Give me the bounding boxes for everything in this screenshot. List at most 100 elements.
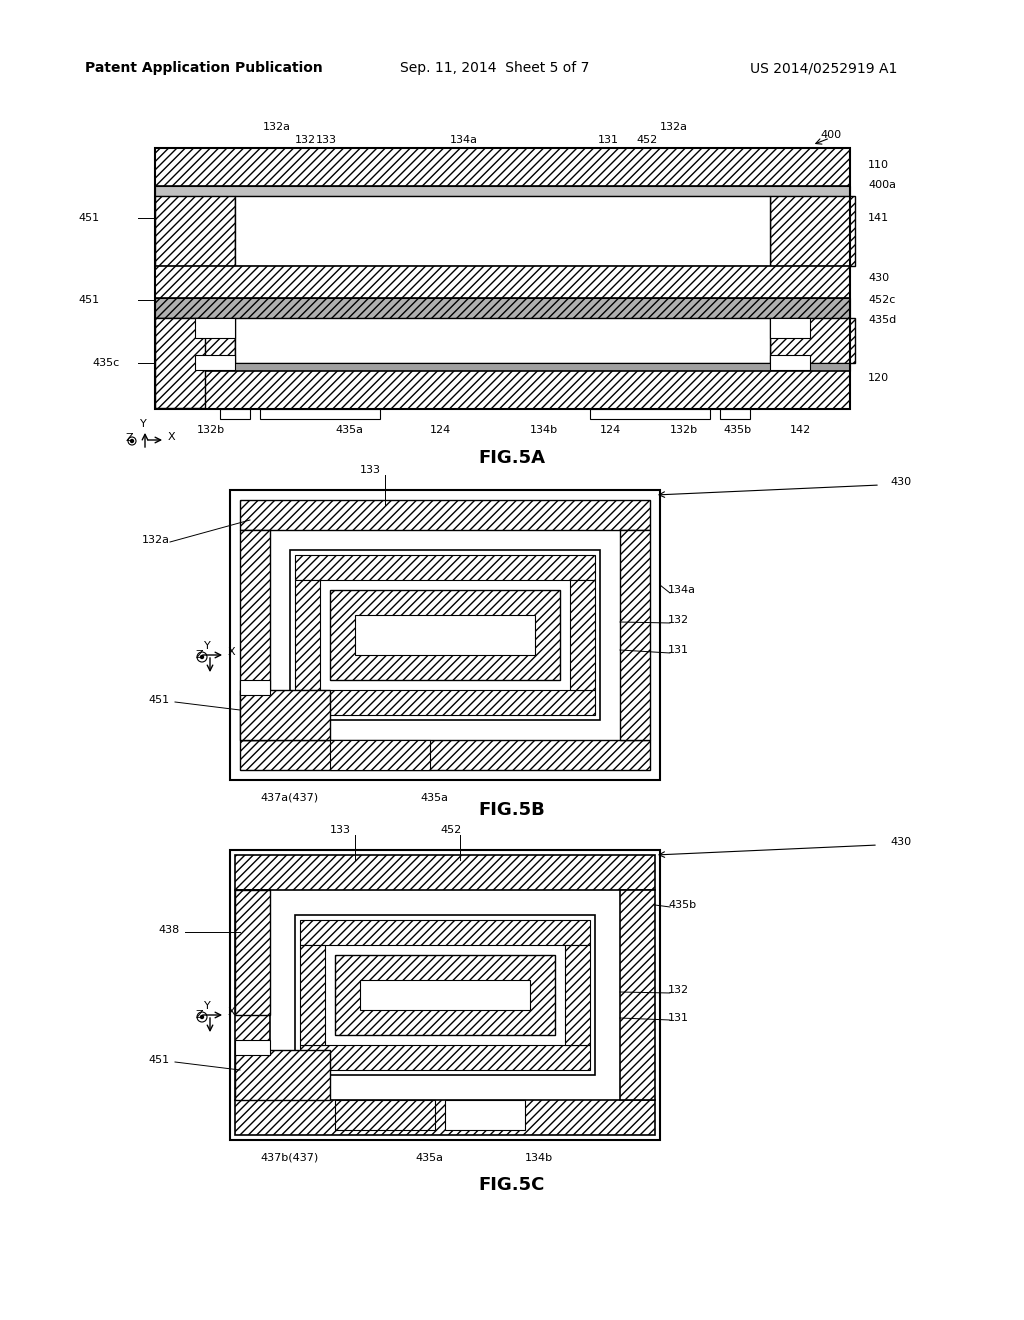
Text: 437a(437): 437a(437) [260,793,318,803]
Bar [195,318,234,338]
Bar [220,409,250,418]
Circle shape [201,656,204,659]
Bar [295,915,595,1074]
Text: 142: 142 [790,425,811,436]
Text: Y: Y [204,642,211,651]
Text: 134a: 134a [668,585,696,595]
Text: 400a: 400a [868,180,896,190]
Circle shape [130,440,133,442]
Text: 451: 451 [148,696,170,705]
Text: 132b: 132b [670,425,698,436]
Bar [240,741,650,770]
Bar [155,195,234,267]
Bar [240,500,650,531]
Text: 435b: 435b [668,900,696,909]
Text: 400: 400 [820,129,841,140]
Text: Sep. 11, 2014  Sheet 5 of 7: Sep. 11, 2014 Sheet 5 of 7 [400,61,590,75]
Text: 134b: 134b [530,425,558,436]
Text: 132a: 132a [142,535,170,545]
Bar [620,890,655,1100]
Bar [445,1100,525,1130]
Text: 435d: 435d [868,315,896,325]
Text: 124: 124 [600,425,622,436]
Text: X: X [228,647,236,657]
Bar [234,890,270,1100]
Bar [155,148,850,186]
Bar [234,1049,330,1100]
Text: 132b: 132b [197,425,225,436]
Text: 131: 131 [598,135,618,145]
Bar [240,680,270,696]
Bar [720,409,750,418]
Bar [155,186,850,195]
Text: Z: Z [195,649,203,660]
Bar [155,148,850,409]
Text: Y: Y [140,418,146,429]
Bar [290,550,600,719]
Text: 451: 451 [79,294,100,305]
Text: 141: 141 [868,213,889,223]
Text: 131: 131 [668,1012,689,1023]
Bar [234,1100,655,1135]
Text: 133: 133 [330,825,351,836]
Text: 435a: 435a [335,425,362,436]
Text: 452c: 452c [868,294,895,305]
Text: FIG.5B: FIG.5B [478,801,546,818]
Bar [240,531,270,741]
Bar [770,318,810,338]
Text: 451: 451 [148,1055,170,1065]
Text: 132: 132 [295,135,316,145]
Text: 134b: 134b [525,1152,553,1163]
Text: FIG.5A: FIG.5A [478,449,546,467]
Text: 451: 451 [79,213,100,223]
Circle shape [201,1015,204,1019]
Bar [565,945,590,1045]
Text: X: X [168,432,176,442]
Text: Patent Application Publication: Patent Application Publication [85,61,323,75]
Text: FIG.5C: FIG.5C [479,1176,545,1195]
Bar [155,318,205,408]
Bar [230,850,660,1140]
Text: 452: 452 [440,825,461,836]
Bar [155,318,234,363]
Bar [155,298,850,318]
Bar [234,890,270,1015]
Bar [590,409,710,418]
Bar [230,490,660,780]
Bar [300,920,590,945]
Text: 430: 430 [890,477,911,487]
Bar [295,554,595,579]
Text: 452: 452 [636,135,657,145]
Bar [770,355,810,370]
Bar [155,267,850,298]
Bar [295,579,319,690]
Bar [770,318,855,363]
Bar [335,1100,435,1130]
Bar [335,954,555,1035]
Text: 435c: 435c [93,358,120,368]
Text: US 2014/0252919 A1: US 2014/0252919 A1 [750,61,897,75]
Bar [355,615,535,655]
Text: 132: 132 [668,615,689,624]
Text: 430: 430 [868,273,889,282]
Bar [260,409,380,418]
Bar [300,1045,590,1071]
Text: 438: 438 [159,925,180,935]
Text: 435a: 435a [415,1152,443,1163]
Text: 435a: 435a [420,793,449,803]
Text: 131: 131 [668,645,689,655]
Bar [295,690,595,715]
Bar [570,579,595,690]
Text: 435b: 435b [723,425,752,436]
Text: Y: Y [204,1001,211,1011]
Bar [234,855,655,890]
Text: Z: Z [126,433,133,444]
Bar [300,945,325,1045]
Text: 133: 133 [360,465,381,475]
Text: 132a: 132a [660,121,688,132]
Bar [360,979,530,1010]
Text: 132a: 132a [263,121,291,132]
Bar [240,690,330,741]
Text: 110: 110 [868,160,889,170]
Bar [195,355,234,370]
